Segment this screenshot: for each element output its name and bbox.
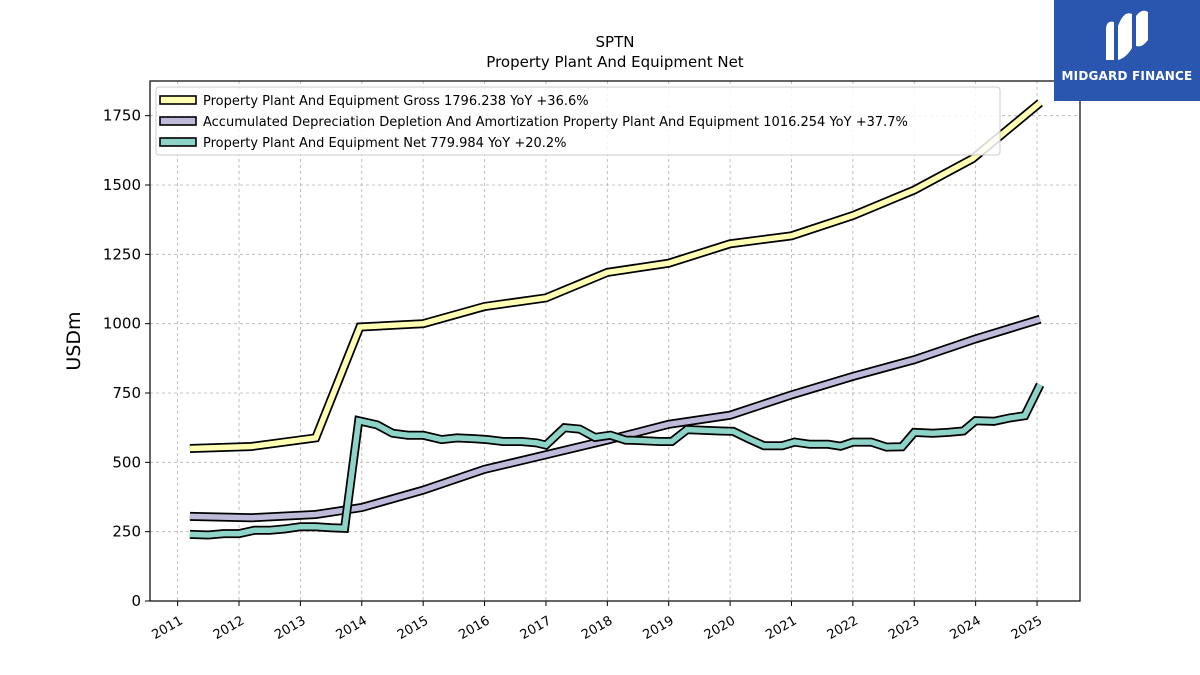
y-tick-label: 250 (112, 523, 141, 541)
y-tick-label: 1000 (103, 315, 141, 333)
logo-text: MIDGARD FINANCE (1061, 69, 1193, 83)
plot-frame (149, 80, 1081, 602)
y-tick-label: 1500 (103, 176, 141, 194)
legend-entry: Property Plant And Equipment Gross 1796.… (203, 94, 589, 109)
logo-mark-icon (1106, 10, 1148, 60)
legend-box (155, 86, 1001, 156)
chart-title: SPTN (595, 33, 635, 51)
x-tick-label: 2020 (702, 613, 738, 643)
legend-swatch (159, 137, 197, 147)
series-line (189, 316, 1041, 521)
legend-entry: Property Plant And Equipment Net 779.984… (203, 136, 567, 151)
x-tick-label: 2016 (456, 613, 492, 643)
x-tick-label: 2023 (886, 613, 922, 643)
chart-subtitle: Property Plant And Equipment Net (486, 53, 744, 71)
x-tick-label: 2025 (1009, 613, 1045, 643)
x-tick-label: 2015 (395, 613, 431, 643)
grid (150, 81, 1080, 602)
legend-swatch (159, 116, 197, 126)
x-tick-label: 2013 (272, 613, 308, 643)
series-1 (189, 99, 1043, 453)
x-tick-label: 2011 (149, 613, 185, 643)
series-2 (189, 314, 1042, 523)
axes: 0 250 500 750 1000 1250 1500 1750 2011 2012 2013 20… (103, 107, 1045, 643)
x-tick-label: 2019 (641, 613, 677, 643)
x-tick-label: 2021 (763, 613, 799, 643)
series-line (189, 383, 1043, 538)
y-tick-label: 500 (112, 453, 141, 471)
series-lines (189, 99, 1045, 540)
x-tick-label: 2014 (334, 613, 370, 643)
series-3 (189, 382, 1045, 540)
y-tick-label: 750 (112, 384, 141, 402)
series-line-outline (189, 314, 1042, 523)
x-tick-label: 2022 (825, 613, 861, 643)
legend: Property Plant And Equipment Gross 1796.… (155, 86, 1001, 156)
legend-entry: Accumulated Depreciation Depletion And A… (203, 115, 908, 130)
x-tick-label: 2018 (579, 613, 615, 643)
x-tick-label: 2017 (518, 613, 554, 643)
legend-swatch (159, 95, 197, 105)
y-tick-label: 1250 (103, 245, 141, 263)
x-tick-label: 2024 (947, 613, 983, 643)
y-tick-label: 1750 (103, 107, 141, 125)
midgard-finance-logo: MIDGARD FINANCE (1054, 0, 1200, 101)
x-tick-label: 2012 (211, 613, 247, 643)
y-axis-label: USDm (63, 311, 85, 370)
y-tick-label: 0 (131, 592, 141, 610)
series-line (189, 100, 1042, 452)
